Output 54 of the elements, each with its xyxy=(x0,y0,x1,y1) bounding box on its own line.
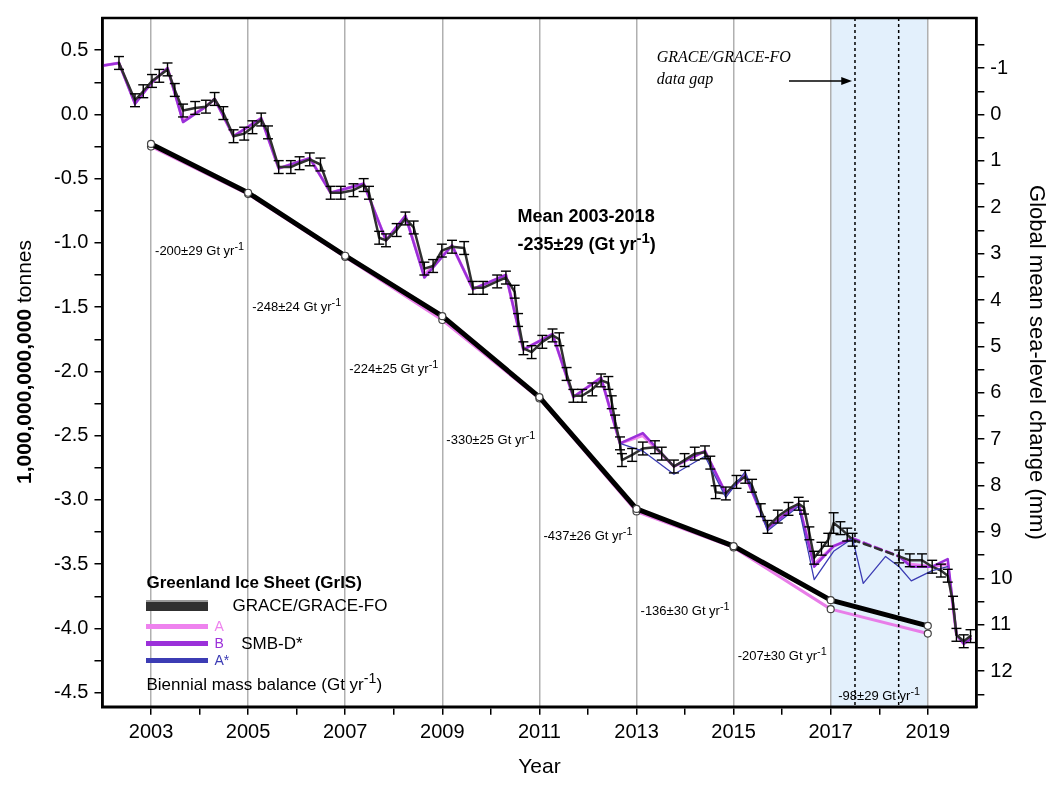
y2-tick-label: 2 xyxy=(990,194,1002,217)
y2-tick-label: 11 xyxy=(990,612,1012,635)
y2-tick-label: 12 xyxy=(990,658,1013,681)
x-tick-label: 2005 xyxy=(225,720,271,743)
y2-tick-label: 7 xyxy=(990,426,1002,449)
x-tick-label: 2003 xyxy=(128,720,174,743)
x-tick-label: 2009 xyxy=(420,720,465,743)
x-tick-label: 2013 xyxy=(614,720,659,743)
annotation: SMB-D* xyxy=(241,632,303,654)
annotation: -224±25 Gt yr$^{-1}$ xyxy=(349,357,439,377)
annotation: Mean 2003-2018 -235±29 (Gt yr$^{-1}$) xyxy=(517,204,656,257)
x-tick-label: 2019 xyxy=(905,720,951,743)
y-tick-label: -0.5 xyxy=(53,166,89,189)
y2-tick-label: 6 xyxy=(990,380,1002,403)
annotation: -136±30 Gt yr$^{-1}$ xyxy=(640,599,730,618)
y-tick-label: -4.5 xyxy=(53,680,89,703)
y2-tick-label: 4 xyxy=(990,287,1002,310)
y2-axis-title: Global mean sea-level change (mm) xyxy=(1024,185,1050,540)
x-axis-title: Year xyxy=(518,754,561,778)
annotation: Biennial mass balance (Gt yr$^{-1}$) xyxy=(146,670,384,696)
y2-tick-label: 9 xyxy=(990,519,1002,542)
annotation: -98±29 Gt yr$^{-1}$ xyxy=(838,684,921,704)
y-tick-label: -3.5 xyxy=(53,551,89,574)
y2-tick-label: 10 xyxy=(990,565,1013,588)
y2-tick-label: 8 xyxy=(990,473,1002,496)
x-tick-label: 2011 xyxy=(517,720,561,743)
legend-label: A* xyxy=(214,652,230,669)
x-tick-label: 2017 xyxy=(808,720,853,743)
annotation: -437±26 Gt yr$^{-1}$ xyxy=(543,524,633,544)
legend-title: Greenland Ice Sheet (GrIS) xyxy=(146,571,363,594)
y-tick-label: 0.5 xyxy=(60,37,89,60)
legend-label: B xyxy=(214,635,224,652)
annotation: -248±24 Gt yr$^{-1}$ xyxy=(252,296,342,315)
legend-label: GRACE/GRACE-FO xyxy=(232,595,388,617)
y2-tick-label: 5 xyxy=(990,333,1002,356)
y-tick-label: -3.0 xyxy=(53,487,89,510)
annotation: -200±29 Gt yr$^{-1}$ xyxy=(155,240,245,259)
y2-tick-label: 3 xyxy=(990,241,1002,264)
y2-tick-label: 1 xyxy=(990,148,1002,171)
y-tick-label: -2.5 xyxy=(53,423,89,446)
y2-tick-label: 0 xyxy=(990,101,1002,124)
y2-tick-label: -1 xyxy=(990,55,1009,78)
annotation: -330±25 Gt yr$^{-1}$ xyxy=(446,428,536,447)
y-tick-label: -4.0 xyxy=(53,615,89,638)
y-tick-label: -1.5 xyxy=(53,294,89,317)
annotation: -207±30 Gt yr$^{-1}$ xyxy=(737,645,827,664)
y-axis-title: 1,000,000,000,000 tonnes xyxy=(12,240,36,485)
y-tick-label: 0.0 xyxy=(60,101,89,124)
legend-label: A xyxy=(214,618,224,635)
x-tick-label: 2007 xyxy=(322,720,368,743)
x-tick-label: 2015 xyxy=(711,720,756,743)
y-tick-label: -1.0 xyxy=(53,230,89,253)
y-tick-label: -2.0 xyxy=(53,358,89,381)
band-label: GRACE/GRACE-FO data gap xyxy=(656,47,791,90)
